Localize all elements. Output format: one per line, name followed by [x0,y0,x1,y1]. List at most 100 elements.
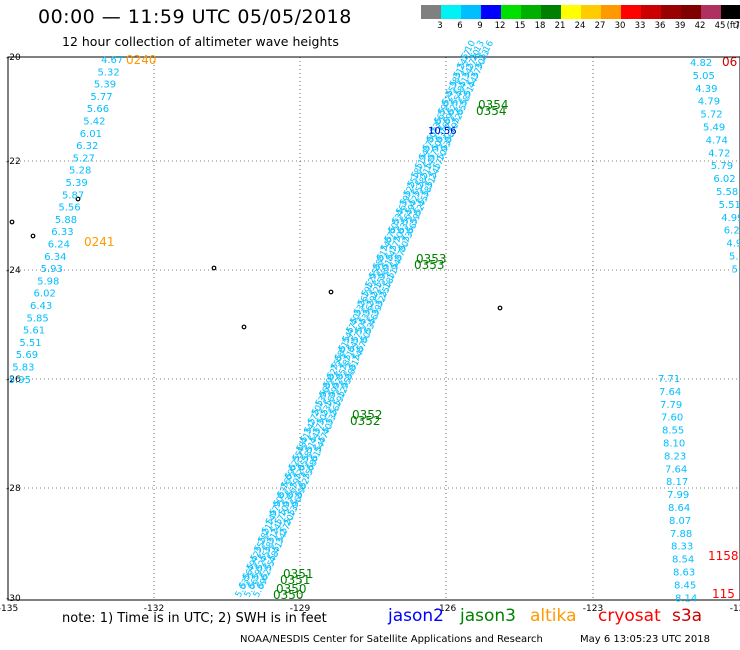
swh-label-left: 5.32 [97,67,119,78]
color-scale-labels: 36912151821242730333639424570(ft) [421,21,740,33]
swh-label-right-top: 5.58 [716,187,738,198]
legend-swatch [621,5,641,19]
swh-label-right-top: 5. [729,252,739,263]
legend-label: 12 [494,21,506,31]
swh-label-right-top: 5.49 [703,123,725,134]
swh-label-left: 5.69 [16,350,38,361]
legend-swatch [461,5,481,19]
swh-label-left: 6.34 [44,252,66,263]
legend-swatch [661,5,681,19]
island-marker [9,219,15,225]
y-tick-label: -28 [6,484,21,494]
time-label-0240: 0240 [126,53,157,67]
swh-label-left: 5.66 [87,104,109,115]
color-scale-legend [421,5,740,19]
island-marker [30,233,36,239]
mission-altika: altika [530,606,577,626]
time-label-0352b: 0352 [350,414,381,428]
swh-label-right-top: 4.9 [726,239,740,250]
swh-label-right-top: 5.79 [711,161,733,172]
swh-label-right-bottom: 8.64 [668,503,690,514]
swh-label-right-bottom: 7.64 [665,464,687,475]
time-label-1158: 1158 [708,549,739,563]
legend-swatch [681,5,701,19]
swh-label-left: 5.39 [94,80,116,91]
legend-label: 70 [734,21,740,31]
island-marker [241,324,247,330]
swh-label-right-top: 5. [732,264,740,275]
legend-swatch [701,5,721,19]
swh-label-right-bottom: 8.17 [666,477,688,488]
swh-label-left: 6.43 [30,301,52,312]
y-tick-label: -30 [6,594,21,604]
mission-s3a: s3a [672,606,703,626]
legend-label: 15 [514,21,526,31]
swh-label-right-bottom: 8.14 [675,593,697,604]
swh-label-left: 5.28 [69,166,91,177]
swh-label-left: 5.83 [12,363,34,374]
legend-label: 30 [614,21,626,31]
x-tick-label: -126 [436,604,457,614]
legend-swatch [501,5,521,19]
time-label-0354: 0354 [478,98,509,112]
swh-label-right-bottom: 8.10 [663,439,685,450]
time-label-0354b: 0354 [476,104,507,118]
swh-label-left: 6.33 [51,227,73,238]
swh-label-right-bottom: 7.71 [658,374,680,385]
legend-label: 45 [714,21,726,31]
swh-label-right-bottom: 8.23 [664,451,686,462]
swh-label-left: 6.32 [76,141,98,152]
time-label-0352: 0352 [352,408,383,422]
mission-jason3: jason3 [460,606,516,626]
swh-label-right-top: 6.2 [724,226,740,237]
swh-label-left: 5.87 [62,190,84,201]
swh-label-right-top: 5.05 [693,71,715,82]
time-label-115: 115 [712,587,735,601]
y-tick-label: -22 [6,157,21,167]
mission-jason2: jason2 [388,606,444,626]
swh-label-left: 5.51 [19,338,41,349]
time-label-06: 06 [722,55,737,69]
time-label-0353: 0353 [416,252,447,266]
legend-label: 18 [534,21,546,31]
legend-swatch [421,5,441,19]
legend-label: 6 [457,21,463,31]
swh-label-right-top: 4.79 [698,97,720,108]
swh-label-left: 6.01 [80,129,102,140]
swh-label-right-bottom: 7.64 [659,387,681,398]
swh-label-right-bottom: 8.07 [669,516,691,527]
time-label-0351: 0351 [283,567,314,581]
swh-label-left: 5.61 [23,326,45,337]
x-tick-label: -132 [144,604,164,614]
map-frame [7,56,740,601]
page-subtitle: 12 hour collection of altimeter wave hei… [62,34,339,49]
swh-label-right-top: 4.82 [690,58,712,69]
swh-label-left: 5.98 [37,276,59,287]
legend-label: 33 [634,21,646,31]
legend-label: 27 [594,21,606,31]
legend-swatch [441,5,461,19]
swh-label-right-bottom: 8.63 [673,568,695,579]
legend-label: (ft) [726,21,740,31]
swh-label-right-top: 6.02 [713,174,735,185]
legend-swatch [641,5,661,19]
x-tick-label: -123 [583,604,603,614]
time-label-0353b: 0353 [414,258,445,272]
swh-label-left: 5.27 [73,153,95,164]
legend-label: 9 [477,21,483,31]
legend-swatch [721,5,740,19]
swh-label-left: 5.85 [26,313,48,324]
legend-swatch [581,5,601,19]
page-title: 00:00 — 11:59 UTC 05/05/2018 [38,6,352,28]
x-tick-label: -135 [0,604,18,614]
swh-label-right-bottom: 7.99 [667,490,689,501]
legend-swatch [541,5,561,19]
legend-swatch [561,5,581,19]
swh-label-right-bottom: 8.55 [662,426,684,437]
swh-label-right-top: 4.72 [708,148,730,159]
island-marker [75,196,81,202]
time-label-0350: 0350 [276,582,307,596]
time-label-0350b: 0350 [273,588,304,602]
x-tick-label: -120 [730,604,740,614]
